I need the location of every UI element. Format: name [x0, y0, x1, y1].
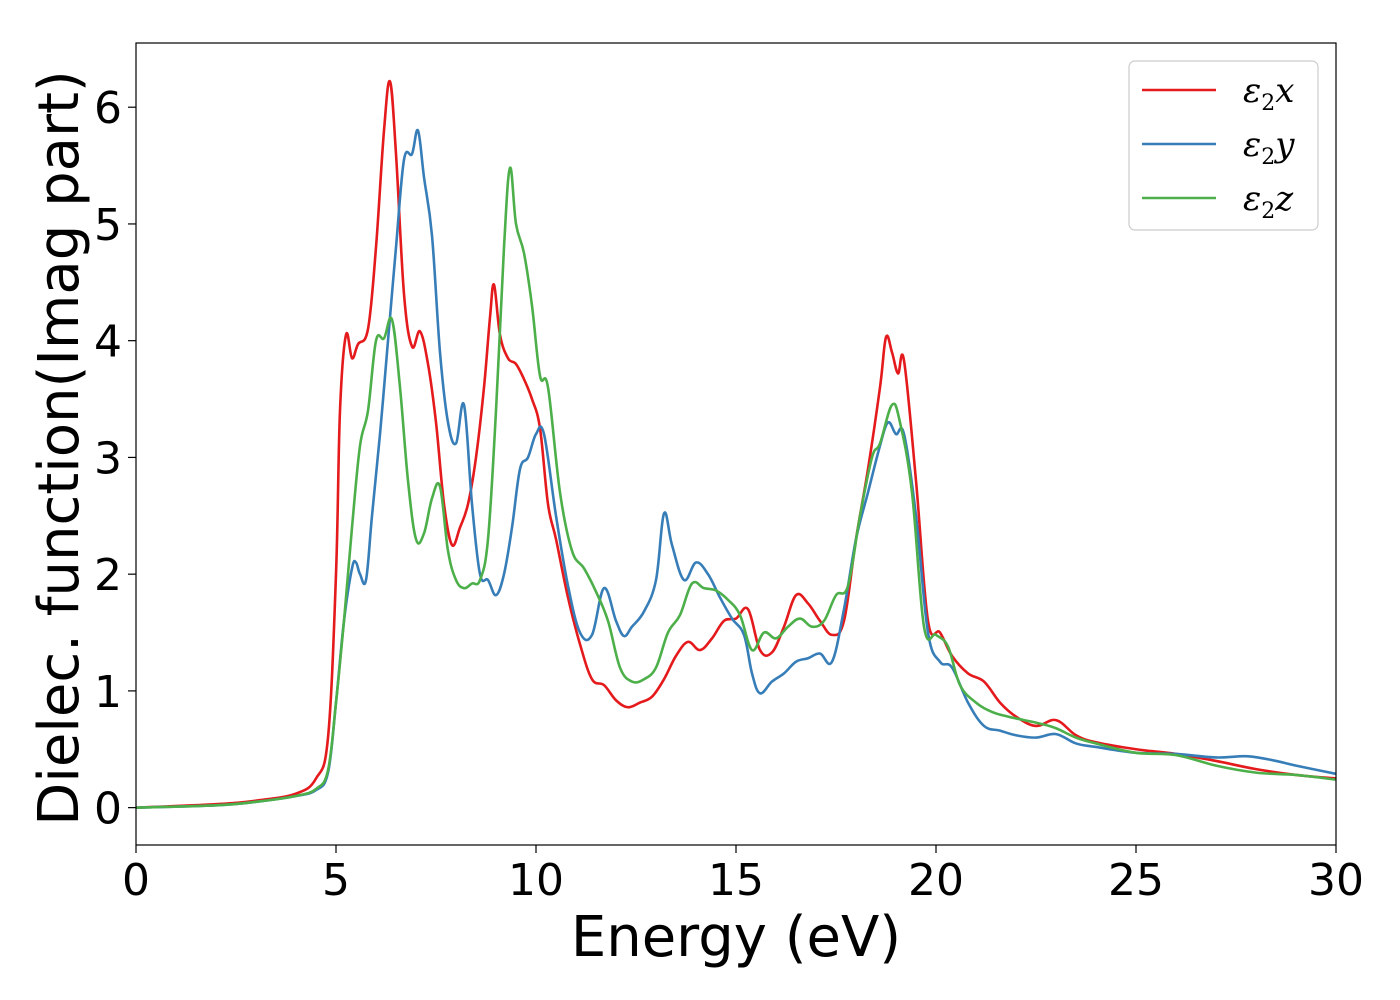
- y-tick-label: 4: [94, 317, 122, 368]
- legend-label-z: ε2z: [1243, 179, 1294, 224]
- series-line-y: [136, 128, 1336, 809]
- series-line-z: [136, 166, 1336, 809]
- legend-box: [1128, 60, 1319, 231]
- y-tick-label: 5: [94, 200, 122, 251]
- x-tick-label: 5: [322, 855, 350, 906]
- legend-label-x: ε2x: [1243, 71, 1294, 116]
- y-axis-title: Dielec. function(Imag part): [27, 70, 92, 826]
- x-tick-label: 15: [708, 855, 764, 906]
- x-axis-ticks: 0 5 10 15 20 25 30: [122, 845, 1364, 906]
- legend: ε2x ε2y ε2z: [1128, 60, 1319, 231]
- y-tick-label: 6: [94, 83, 122, 134]
- x-axis-title: Energy (eV): [571, 905, 901, 970]
- y-tick-label: 0: [94, 784, 122, 835]
- series-line-x: [136, 79, 1336, 809]
- y-tick-label: 2: [94, 550, 122, 601]
- x-tick-label: 30: [1308, 855, 1364, 906]
- y-tick-label: 1: [94, 667, 122, 718]
- x-tick-label: 0: [122, 855, 150, 906]
- legend-label-y: ε2y: [1243, 125, 1295, 170]
- x-tick-label: 10: [508, 855, 564, 906]
- series-lines: [136, 79, 1336, 809]
- y-axis-ticks: 0 1 2 3 4 5 6: [94, 83, 136, 835]
- y-tick-label: 3: [94, 433, 122, 484]
- x-tick-label: 25: [1108, 855, 1164, 906]
- x-tick-label: 20: [908, 855, 964, 906]
